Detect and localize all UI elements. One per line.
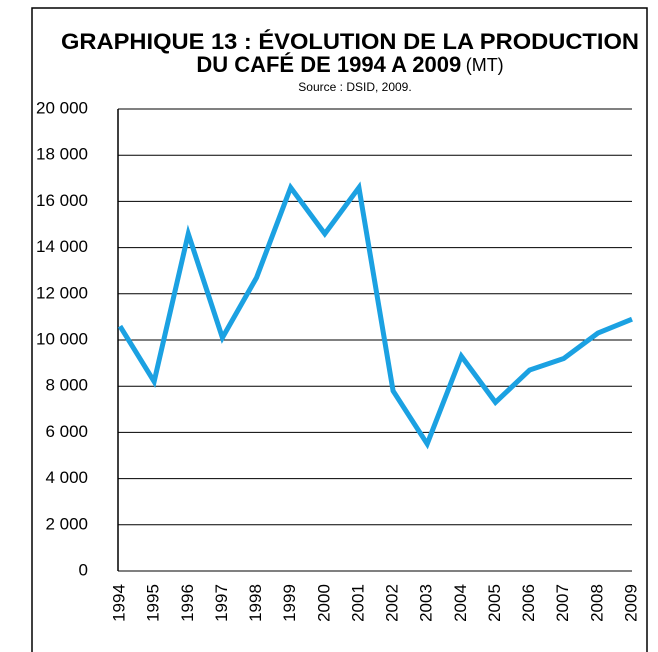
unit: (MT) (466, 55, 504, 75)
chart-title: GRAPHIQUE 13 : ÉVOLUTION DE LA PRODUCTIO… (61, 29, 639, 54)
frame (31, 7, 648, 652)
line (117, 181, 633, 450)
source: Source : DSID, 2009. (298, 80, 411, 94)
y-tick-label: 14 000 (36, 237, 88, 256)
y-tick-label: 20 000 (36, 98, 88, 117)
x-tick-label: 2000 (314, 584, 333, 622)
chart-title-line: DU CAFÉ DE 1994 A 2009 (MT) (196, 52, 503, 77)
y-tick-label: 0 (79, 560, 88, 579)
x-tick-label: 1999 (280, 584, 299, 622)
x-tick-label: 1997 (212, 584, 231, 622)
y-tick-label: 4 000 (45, 468, 88, 487)
x-tick-label: 2009 (621, 584, 640, 622)
x-tick-label: 2004 (451, 584, 470, 622)
x-tick-label: 2003 (417, 584, 436, 622)
x-tick-label: 1994 (109, 584, 128, 622)
x-tick-label: 2005 (485, 584, 504, 622)
x-tick-label: 2001 (348, 584, 367, 622)
x-tick-label: 1998 (246, 584, 265, 622)
x-tick-label: 1996 (178, 584, 197, 622)
x-tick-label: 2008 (587, 584, 606, 622)
x-tick-label: 2002 (383, 584, 402, 622)
y-tick-label: 12 000 (36, 283, 88, 302)
x-tick-label: 2007 (553, 584, 572, 622)
y-tick-label: 8 000 (45, 376, 88, 395)
chart-title: DU CAFÉ DE 1994 A 2009 (196, 52, 461, 77)
x-tick-label: 1995 (144, 584, 163, 622)
y-tick-label: 16 000 (36, 191, 88, 210)
y-tick-label: 6 000 (45, 422, 88, 441)
y-tick-label: 18 000 (36, 145, 88, 164)
y-tick-label: 2 000 (45, 514, 88, 533)
x-tick-label: 2006 (519, 584, 538, 622)
y-tick-label: 10 000 (36, 329, 88, 348)
